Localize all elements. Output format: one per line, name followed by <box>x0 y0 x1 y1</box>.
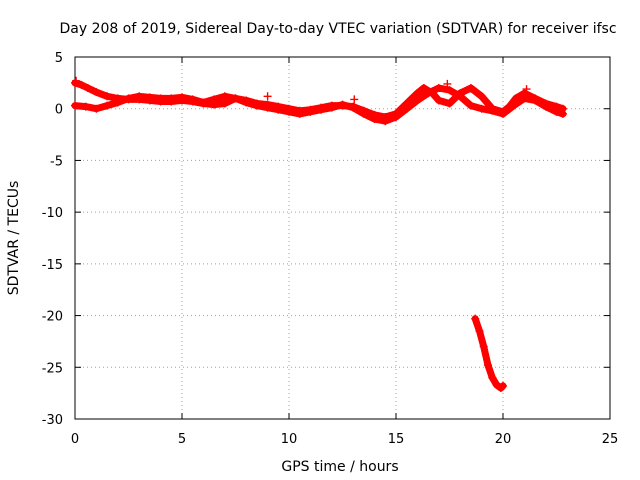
y-axis-label: SDTVAR / TECUs <box>6 181 22 296</box>
data-point <box>178 93 186 102</box>
data-point <box>445 99 454 108</box>
y-tick-label: -5 <box>50 154 63 169</box>
data-point <box>242 98 251 107</box>
x-tick-label: 25 <box>602 432 619 447</box>
y-tick-label: -30 <box>42 413 63 428</box>
series-layer <box>71 76 567 392</box>
data-point <box>231 94 240 103</box>
data-point <box>402 104 411 113</box>
data-point <box>349 103 358 112</box>
data-point <box>135 92 144 101</box>
y-tick-label: -10 <box>42 206 63 221</box>
data-point <box>471 314 480 323</box>
data-point <box>199 98 208 107</box>
data-point <box>370 115 379 124</box>
data-point <box>327 103 336 112</box>
outlier-point <box>72 76 81 85</box>
data-point <box>252 101 261 110</box>
data-point <box>188 95 197 104</box>
y-tick-label: -25 <box>42 361 63 376</box>
data-point <box>413 96 422 105</box>
x-axis-label: GPS time / hours <box>281 459 398 475</box>
data-point <box>552 107 561 116</box>
outlier-point <box>522 85 531 94</box>
data-point <box>445 86 454 95</box>
data-point <box>434 84 443 93</box>
data-point <box>359 109 368 118</box>
plot-frame <box>74 56 611 420</box>
data-point <box>499 109 507 118</box>
data-point <box>466 101 475 110</box>
data-point <box>113 98 122 107</box>
data-point <box>92 104 101 113</box>
data-point <box>124 94 133 103</box>
data-point <box>92 88 101 97</box>
x-tick-label: 20 <box>495 432 512 447</box>
data-point <box>306 107 315 116</box>
data-point <box>488 106 497 115</box>
data-point <box>167 94 176 103</box>
data-point <box>477 92 486 101</box>
data-point <box>156 94 165 103</box>
outlier-point <box>350 95 359 104</box>
data-point <box>77 80 86 89</box>
data-point <box>419 84 428 93</box>
y-tick-label: 0 <box>55 103 63 118</box>
data-point <box>488 373 497 382</box>
outlier-point <box>443 79 452 88</box>
data-point <box>492 380 501 389</box>
outlier-point <box>263 92 272 101</box>
data-point <box>71 101 79 110</box>
data-point <box>475 327 484 336</box>
data-point <box>103 92 112 101</box>
chart-title: Day 208 of 2019, Sidereal Day-to-day VTE… <box>59 21 616 37</box>
data-point <box>477 104 486 113</box>
y-tick-label: -20 <box>42 310 63 325</box>
y-tick-label: -15 <box>42 258 63 273</box>
data-point <box>479 342 488 351</box>
data-point <box>381 117 390 126</box>
x-tick-label: 10 <box>281 432 298 447</box>
data-point <box>145 93 154 102</box>
data-point <box>338 100 347 109</box>
data-point <box>456 92 465 101</box>
data-point <box>558 109 567 118</box>
data-point <box>466 84 475 93</box>
data-point <box>434 96 443 105</box>
x-tick-label: 0 <box>71 432 79 447</box>
data-point <box>285 107 293 116</box>
data-point <box>392 112 400 121</box>
data-point <box>210 95 219 104</box>
data-point <box>531 96 540 105</box>
x-tick-label: 15 <box>388 432 405 447</box>
data-point <box>295 109 304 118</box>
data-point <box>263 103 272 112</box>
data-point <box>83 84 92 93</box>
data-point <box>103 101 112 110</box>
data-point <box>484 361 493 370</box>
data-point <box>424 89 433 98</box>
y-tick-label: 5 <box>55 51 63 66</box>
y-axis: -30 -25 -20 -15 -10 -5 0 5 <box>42 51 610 428</box>
data-point <box>220 99 229 108</box>
data-point <box>499 381 507 390</box>
data-point <box>520 94 529 103</box>
x-axis: 0 5 10 15 20 25 <box>71 57 618 447</box>
data-point <box>541 102 550 111</box>
grid-layer <box>75 57 610 419</box>
data-point <box>81 102 90 111</box>
data-point <box>317 105 326 114</box>
data-point <box>274 105 283 114</box>
data-point <box>509 101 518 110</box>
data-point <box>413 89 422 98</box>
data-point <box>220 92 229 101</box>
x-tick-label: 5 <box>178 432 186 447</box>
